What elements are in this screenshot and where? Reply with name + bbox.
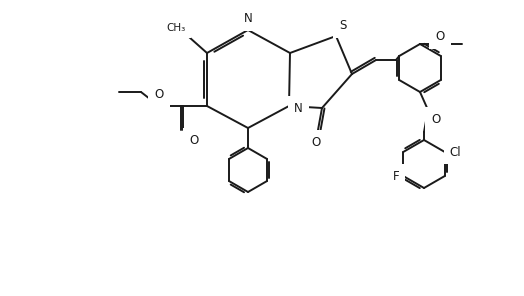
Text: N: N (294, 102, 303, 115)
Text: O: O (431, 113, 440, 126)
Text: S: S (339, 19, 346, 32)
Text: O: O (311, 136, 321, 149)
Text: O: O (189, 134, 198, 147)
Text: Cl: Cl (450, 146, 462, 158)
Text: O: O (155, 88, 163, 101)
Text: CH₃: CH₃ (167, 23, 186, 33)
Text: N: N (244, 12, 253, 25)
Text: F: F (392, 170, 399, 183)
Text: O: O (435, 30, 445, 43)
